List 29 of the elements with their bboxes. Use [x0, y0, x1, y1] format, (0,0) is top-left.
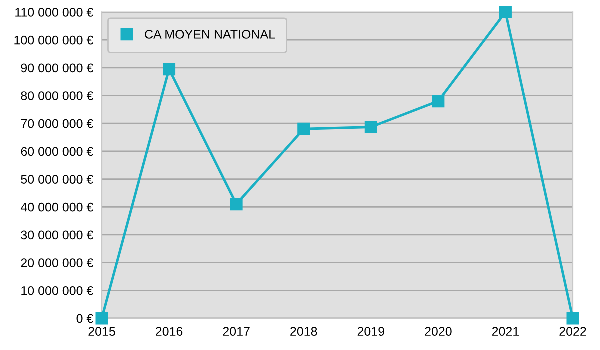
point	[163, 63, 176, 76]
x-tick-label: 2015	[88, 327, 116, 336]
y-tick-label: 80 000 000 €	[21, 92, 94, 100]
x-tick-label: 2017	[223, 327, 250, 336]
x-tick-label: 2022	[560, 327, 586, 336]
y-tick-label: 50 000 000 €	[21, 175, 94, 184]
point	[96, 312, 108, 325]
point	[432, 95, 445, 108]
y-tick-label: 60 000 000 €	[21, 147, 94, 156]
x-tick-label: 2016	[156, 327, 183, 336]
point	[298, 122, 310, 136]
y-tick-label: 0 €	[76, 314, 94, 324]
x-tick-label: 2018	[290, 327, 318, 336]
point	[364, 120, 378, 134]
y-tick-label: 100 000 000 €	[14, 36, 94, 45]
point	[230, 198, 243, 211]
y-tick-label: 110 000 000 €	[16, 8, 94, 17]
x-tick-label: 2019	[358, 327, 384, 336]
y-tick-label: 10 000 000 €	[22, 286, 94, 296]
point	[499, 6, 512, 18]
y-tick-label: 20 000 000 €	[21, 258, 94, 268]
y-tick-label: 90 000 000 €	[21, 64, 94, 73]
y-tick-label: 70 000 000 €	[21, 119, 94, 128]
x-tick-label: 2020	[425, 327, 452, 336]
point	[566, 312, 580, 325]
x-tick-label: 2021	[492, 327, 520, 336]
y-tick-label: 30 000 000 €	[21, 230, 94, 240]
legend-label: CA MOYEN NATIONAL	[145, 30, 276, 39]
y-tick-label: 40 000 000 €	[20, 202, 94, 212]
